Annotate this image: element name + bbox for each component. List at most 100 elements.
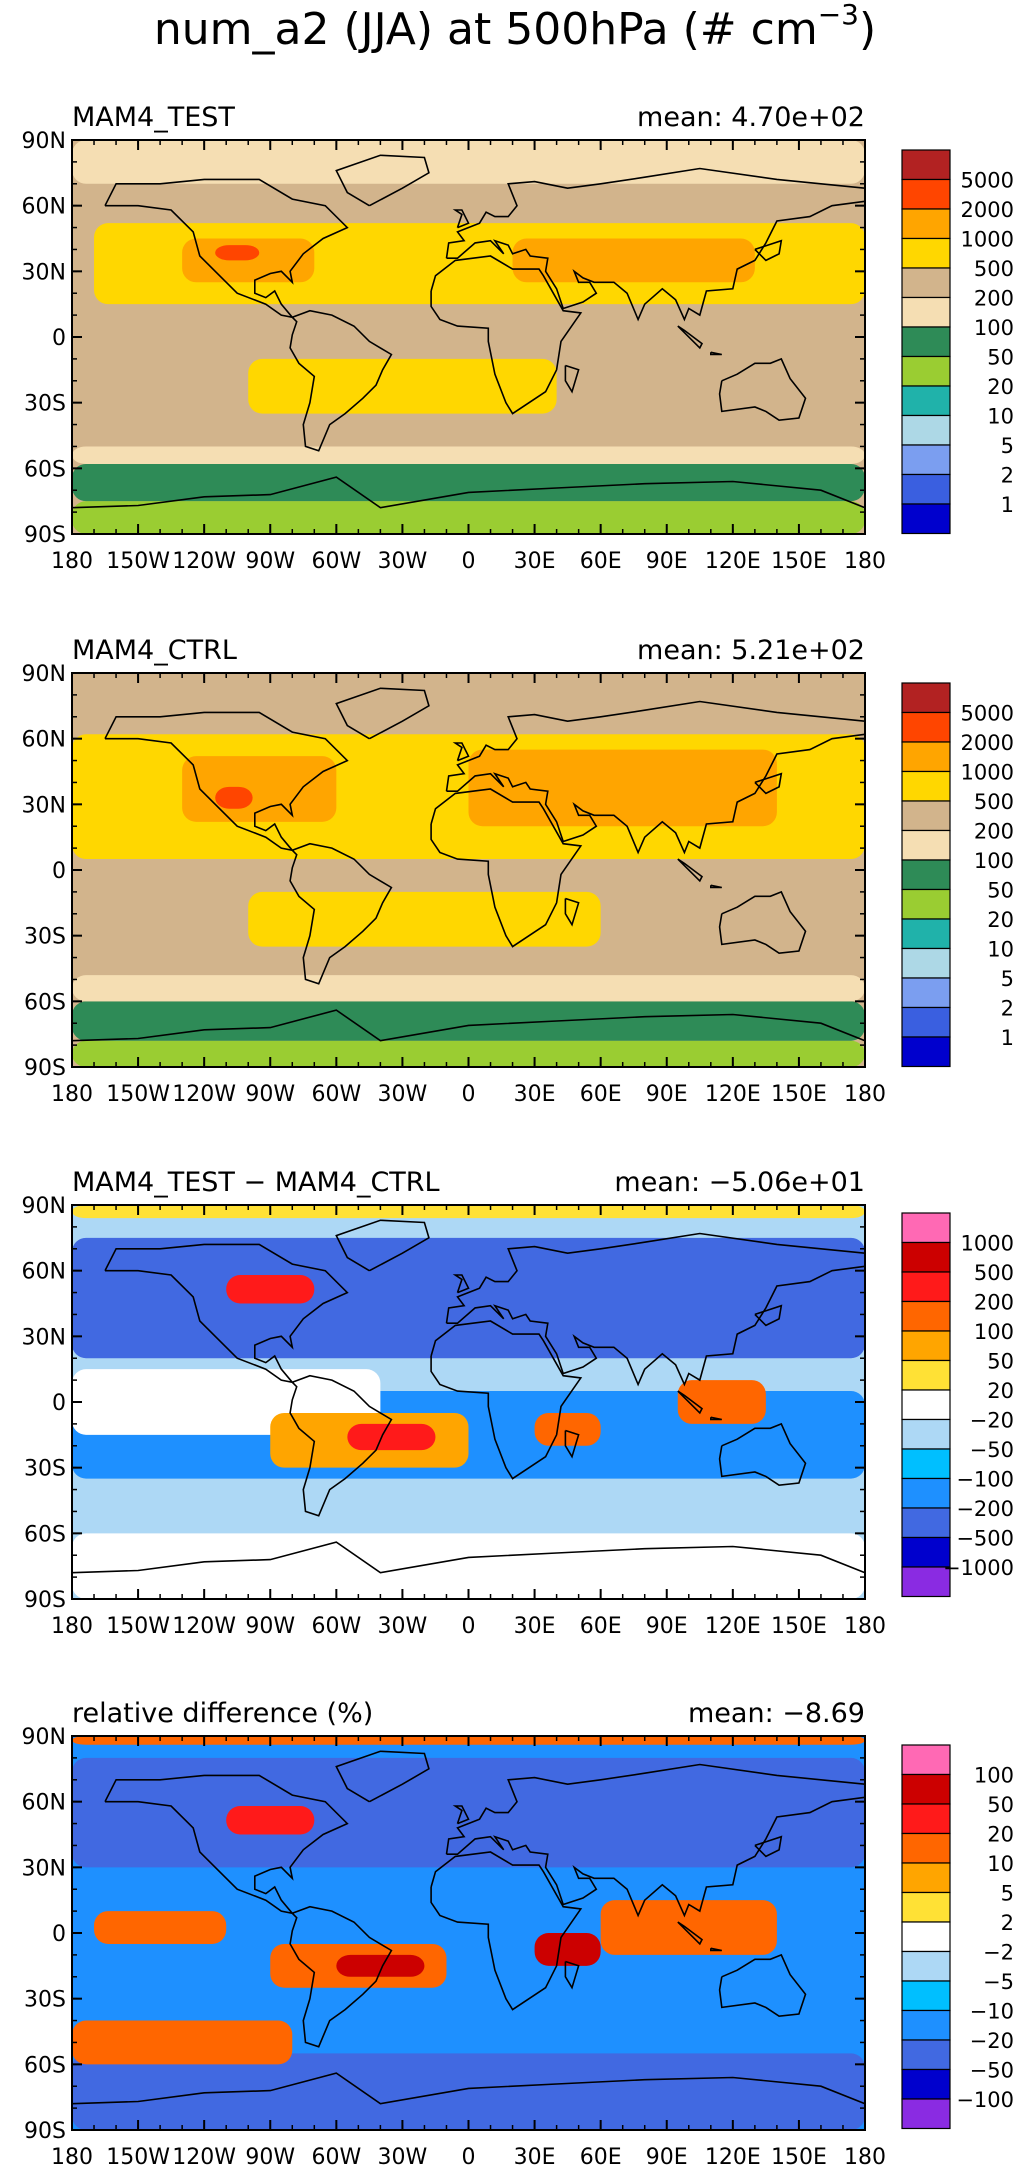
colorbar-swatch <box>901 1300 951 1332</box>
colorbar-swatch <box>901 1359 951 1391</box>
coastline <box>335 687 430 740</box>
colorbar-label: 1 <box>1001 1026 1014 1050</box>
x-tick-label: 180 <box>51 1082 93 1107</box>
field-region <box>72 2053 865 2130</box>
coastline <box>710 884 722 889</box>
x-tick-label: 90W <box>245 1082 295 1107</box>
coastline <box>289 1905 393 2048</box>
colorbar-label: −2 <box>983 1941 1014 1965</box>
field-region <box>72 1237 865 1359</box>
x-tick-label: 120E <box>705 1082 761 1107</box>
coastline <box>104 178 349 319</box>
colorbar-swatch <box>901 1006 951 1038</box>
colorbar-swatch <box>901 1507 951 1539</box>
colorbar: 5000 2000 1000 500 200 100 50 20 10 5 2 1 <box>901 149 1014 535</box>
coastline <box>754 1835 783 1858</box>
coastline <box>452 209 470 229</box>
colorbar-swatch <box>901 888 951 920</box>
coastline <box>72 1009 865 1042</box>
x-tick-label: 150E <box>771 1082 827 1107</box>
x-tick-label: 180 <box>844 1082 886 1107</box>
y-tick-label: 60S <box>24 990 66 1015</box>
x-tick-label: 90E <box>646 549 688 574</box>
y-tick-label: 30S <box>24 1457 66 1482</box>
coastline <box>445 1763 865 1918</box>
x-tick-label: 0 <box>462 1082 476 1107</box>
y-tick-label: 0 <box>52 1922 66 1947</box>
field-region <box>248 891 601 947</box>
colorbar-swatch <box>901 2068 951 2100</box>
coastline <box>677 1921 704 1946</box>
y-tick-label: 0 <box>52 859 66 884</box>
panel-title: MAM4_TEST − MAM4_CTRL <box>72 1167 440 1198</box>
coastline <box>104 711 349 852</box>
x-tick-label: 90E <box>646 2145 688 2170</box>
y-tick-label: 60N <box>22 195 66 220</box>
colorbar-label: 20 <box>987 1379 1014 1403</box>
colorbar-label: 500 <box>974 790 1014 814</box>
coastline <box>430 1320 583 1480</box>
x-tick-label: 120E <box>705 2145 761 2170</box>
x-tick-label: 60E <box>580 1614 622 1639</box>
colorbar-label: 5 <box>1001 967 1014 991</box>
y-tick-label: 60S <box>24 2053 66 2078</box>
colorbar-swatch <box>901 682 951 714</box>
colorbar-label: 200 <box>974 1291 1014 1315</box>
field-region <box>72 1533 865 1599</box>
coastline <box>289 309 393 452</box>
colorbar-label: 20 <box>987 1823 1014 1847</box>
panel-mean: mean: −5.06e+01 <box>614 1167 865 1198</box>
colorbar-label: −50 <box>970 1438 1014 1462</box>
colorbar-label: 200 <box>974 820 1014 844</box>
field-region <box>72 1757 865 1868</box>
panel-title: MAM4_CTRL <box>72 635 237 666</box>
colorbar-label: 500 <box>974 257 1014 281</box>
colorbar-label: 500 <box>974 1261 1014 1285</box>
coastline <box>72 476 865 509</box>
colorbar-label: −50 <box>970 2059 1014 2083</box>
colorbar: 1000 500 200 100 50 20 −20 −50 −100 −200 −500 −1000 <box>901 1212 1014 1598</box>
x-tick-label: 120W <box>172 549 236 574</box>
colorbar-swatch <box>901 414 951 446</box>
colorbar-label: 200 <box>974 287 1014 311</box>
x-tick-label: 90W <box>245 2145 295 2170</box>
coastline <box>452 1805 470 1825</box>
colorbar-swatch <box>901 1980 951 2012</box>
y-tick-label: 60S <box>24 457 66 482</box>
x-tick-label: 30E <box>514 1614 556 1639</box>
colorbar-label: 50 <box>987 346 1014 370</box>
colorbar-swatch <box>901 1271 951 1303</box>
x-tick-label: 30E <box>514 2145 556 2170</box>
x-tick-label: 60E <box>580 549 622 574</box>
field-region <box>336 1954 425 1977</box>
colorbar-swatch <box>901 1477 951 1509</box>
x-tick-label: 90E <box>646 1082 688 1107</box>
x-tick-label: 180 <box>51 549 93 574</box>
colorbar-swatch <box>901 829 951 861</box>
coastline <box>564 1429 580 1459</box>
x-tick-label: 0 <box>462 2145 476 2170</box>
colorbar-swatch <box>901 149 951 181</box>
x-tick-label: 30W <box>378 1614 428 1639</box>
x-tick-label: 30E <box>514 549 556 574</box>
panel-4: relative difference (%) mean: −8.69 180 150… <box>22 1698 1014 2170</box>
colorbar-swatch <box>901 385 951 417</box>
y-tick-label: 90N <box>22 1194 66 1219</box>
x-tick-label: 60W <box>311 1082 361 1107</box>
colorbar-swatch <box>901 1330 951 1362</box>
coastline <box>104 1774 349 1915</box>
y-tick-label: 30S <box>24 1988 66 2013</box>
panel-title: MAM4_TEST <box>72 102 235 133</box>
coastline <box>430 788 583 948</box>
coastline <box>754 1304 783 1327</box>
coastline <box>564 364 580 394</box>
y-tick-label: 60N <box>22 728 66 753</box>
colorbar-swatch <box>901 1803 951 1835</box>
coastline <box>718 1422 807 1487</box>
colorbar-swatch <box>901 1773 951 1805</box>
coastline <box>104 1243 349 1384</box>
colorbar-swatch <box>901 1950 951 1982</box>
colorbar-swatch <box>901 711 951 743</box>
field-region <box>215 245 260 261</box>
colorbar-label: 5 <box>1001 434 1014 458</box>
